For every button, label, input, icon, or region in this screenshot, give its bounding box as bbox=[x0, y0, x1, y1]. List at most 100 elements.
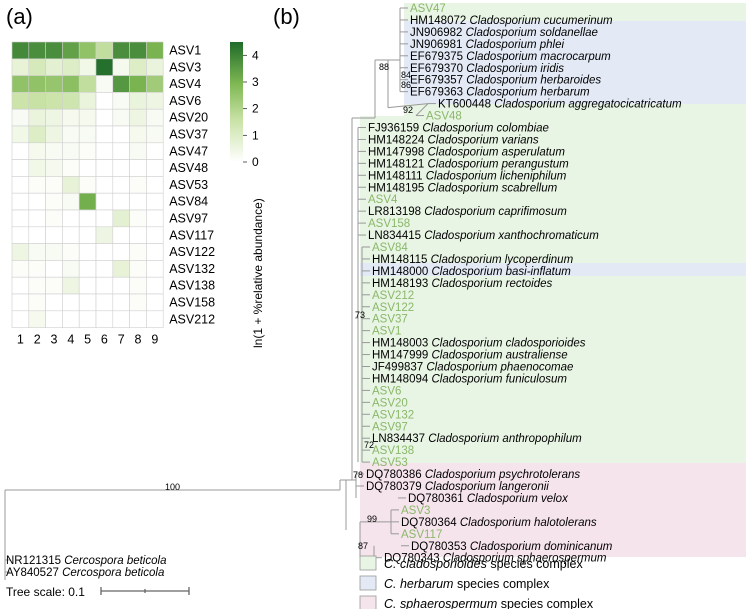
band-herbarum bbox=[404, 21, 746, 104]
panel-label-b: (b) bbox=[273, 4, 300, 29]
heatmap-cell bbox=[95, 260, 114, 278]
heatmap-col-label: 3 bbox=[51, 333, 58, 347]
heatmap-cell bbox=[62, 58, 80, 76]
tree-leaf-reference: HM148003 Cladosporium cladosporioides bbox=[372, 338, 586, 350]
heatmap-cell bbox=[11, 125, 30, 144]
heatmap-cell bbox=[28, 293, 46, 312]
tree-leaf-asv: ASV117 bbox=[401, 529, 442, 541]
heatmap-cell bbox=[62, 159, 80, 177]
heatmap-cell bbox=[95, 192, 114, 211]
heatmap-cell bbox=[78, 125, 97, 144]
heatmap-row-label: ASV3 bbox=[169, 60, 201, 74]
heatmap-cell bbox=[45, 243, 63, 261]
heatmap-col-label: 6 bbox=[101, 333, 108, 347]
heatmap-cell bbox=[62, 108, 80, 127]
tree-leaf-asv: ASV122 bbox=[372, 302, 414, 314]
legend-label: C. herbarum species complex bbox=[384, 577, 550, 591]
tree-leaf-reference: LN834437 Cladosporium anthropophilum bbox=[372, 433, 582, 445]
heatmap-cell bbox=[45, 159, 63, 177]
heatmap-cell bbox=[28, 192, 46, 211]
heatmap-cell bbox=[129, 226, 147, 244]
heatmap-cell bbox=[112, 159, 130, 177]
heatmap-cell bbox=[95, 176, 114, 194]
colorbar-tick-label: 0 bbox=[252, 155, 259, 169]
colorbar-tick-label: 3 bbox=[252, 75, 259, 89]
heatmap-cell bbox=[28, 75, 46, 93]
heatmap-cell bbox=[146, 243, 164, 261]
heatmap-cell bbox=[78, 260, 97, 278]
heatmap-cell bbox=[112, 142, 130, 160]
colorbar-ticks: 4 3 2 1 0 bbox=[243, 48, 259, 169]
heatmap-cell bbox=[146, 41, 164, 60]
tree-leaf-reference: JF499837 Cladosporium phaenocomae bbox=[372, 362, 573, 374]
heatmap-cell bbox=[78, 58, 97, 76]
support-value: 84 bbox=[401, 70, 411, 80]
heatmap-cell bbox=[78, 243, 97, 261]
heatmap-cell bbox=[11, 159, 30, 177]
heatmap-row-label: ASV122 bbox=[169, 245, 215, 259]
heatmap-cell bbox=[28, 260, 46, 278]
heatmap-cell bbox=[146, 125, 164, 144]
tree-leaf-asv: ASV158 bbox=[368, 218, 410, 230]
legend-label: C. sphaerospermum species complex bbox=[384, 597, 594, 609]
tree-leaf-reference: FJ936159 Cladosporium colombiae bbox=[368, 123, 549, 135]
heatmap-cell bbox=[62, 142, 80, 160]
heatmap-cell bbox=[146, 226, 164, 244]
band-sphaerospermum bbox=[360, 463, 746, 557]
heatmap-cell bbox=[112, 310, 130, 328]
tree-leaf-reference: HM148094 Cladosporium funiculosum bbox=[372, 373, 567, 385]
heatmap-cell bbox=[45, 293, 63, 312]
heatmap-cell bbox=[11, 209, 30, 228]
heatmap-cell bbox=[45, 108, 63, 127]
heatmap-cell bbox=[129, 276, 147, 295]
tree-leaf-reference: HM148195 Cladosporium scabrellum bbox=[368, 182, 558, 194]
heatmap-cell bbox=[78, 176, 97, 194]
heatmap-cell bbox=[146, 92, 164, 110]
heatmap-cell bbox=[129, 142, 147, 160]
heatmap-cell bbox=[45, 176, 63, 194]
heatmap-cell bbox=[95, 108, 114, 127]
heatmap-cell bbox=[45, 41, 63, 60]
tree-leaf-asv: ASV212 bbox=[372, 290, 414, 302]
tree-leaf-reference: DQ780343 Cladosporium sphaerospermum bbox=[384, 553, 607, 565]
heatmap-cell bbox=[11, 276, 30, 295]
heatmap-cell bbox=[28, 142, 46, 160]
heatmap-cell bbox=[146, 293, 164, 312]
heatmap-cell bbox=[78, 192, 97, 211]
heatmap-cell bbox=[78, 75, 97, 93]
colorbar-label: ln(1 + %relative abundance) bbox=[251, 198, 265, 348]
heatmap-cell bbox=[45, 226, 63, 244]
heatmap-row-label: ASV37 bbox=[169, 128, 208, 142]
heatmap-row-label: ASV47 bbox=[169, 144, 208, 158]
heatmap-cell bbox=[28, 92, 46, 110]
tree-leaf-asv: ASV4 bbox=[368, 194, 398, 206]
heatmap-cell bbox=[78, 92, 97, 110]
heatmap-cell bbox=[11, 243, 30, 261]
heatmap-cell bbox=[11, 41, 30, 60]
heatmap-cell bbox=[11, 226, 30, 244]
tree-leaf-reference: JN906982 Cladosporium soldanellae bbox=[410, 27, 598, 39]
tree-leaf-reference: HM148000 Cladosporium basi-inflatum bbox=[372, 266, 571, 278]
heatmap-cell bbox=[62, 226, 80, 244]
tree-leaf-asv: ASV1 bbox=[372, 326, 401, 338]
band-cladosporioides-asv48 bbox=[404, 104, 746, 116]
support-value: 88 bbox=[379, 62, 389, 72]
heatmap-row-label: ASV53 bbox=[169, 178, 208, 192]
heatmap-cell bbox=[62, 310, 80, 328]
support-value: 100 bbox=[165, 482, 180, 492]
tree-leaf-asv: ASV20 bbox=[372, 397, 408, 409]
heatmap-cell bbox=[45, 75, 63, 93]
heatmap-cell bbox=[112, 243, 130, 261]
heatmap-cell bbox=[146, 75, 164, 93]
heatmap-cell bbox=[112, 41, 130, 60]
heatmap-cell bbox=[11, 260, 30, 278]
tree-leaf-asv: ASV48 bbox=[426, 111, 462, 123]
heatmap-cell bbox=[112, 176, 130, 194]
heatmap-cell bbox=[95, 293, 114, 312]
heatmap-cell bbox=[62, 75, 80, 93]
heatmap-cell bbox=[95, 243, 114, 261]
tree-leaf-reference: DQ780364 Cladosporium halotolerans bbox=[401, 517, 597, 529]
tree-leaf-asv: ASV37 bbox=[372, 314, 408, 326]
